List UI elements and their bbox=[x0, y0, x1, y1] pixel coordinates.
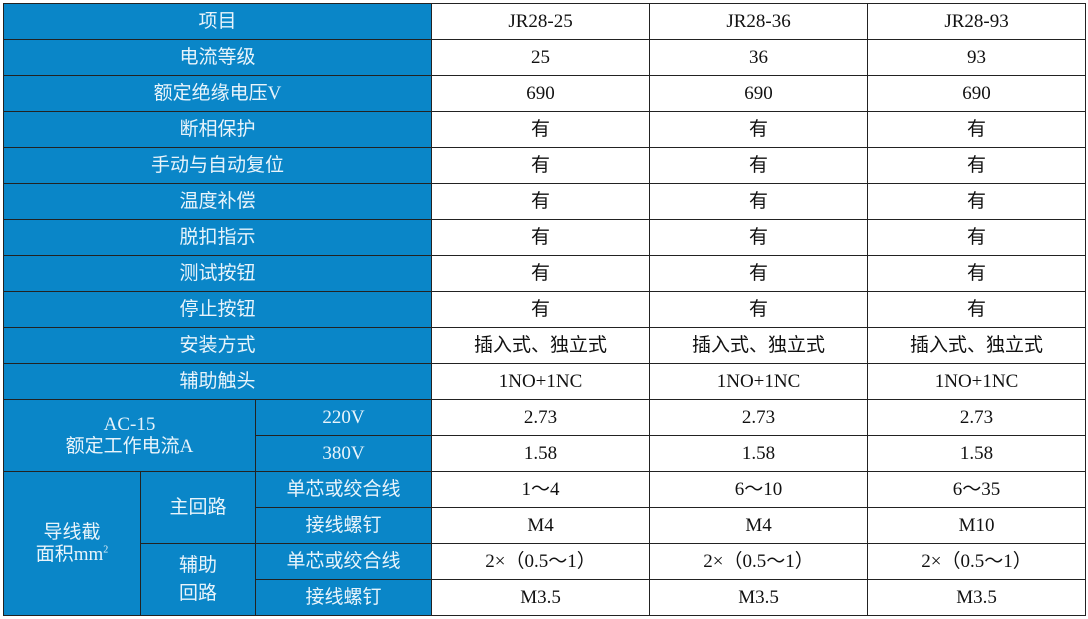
value-cell: 1.58 bbox=[649, 435, 869, 472]
aux-line1: 辅助 bbox=[178, 554, 217, 576]
value-cell: M3.5 bbox=[649, 579, 869, 616]
header-model: JR28-93 bbox=[867, 3, 1087, 40]
value-cell: 插入式、独立式 bbox=[649, 327, 869, 364]
value-cell: 2×（0.5～1） bbox=[649, 543, 869, 580]
value-cell: 有 bbox=[431, 219, 651, 256]
table-row: 测试按钮有有有 bbox=[2, 255, 1087, 292]
table-row: 脱扣指示有有有 bbox=[2, 219, 1087, 256]
value-cell: M10 bbox=[867, 507, 1087, 544]
table-row: 接线螺钉 M4 M4 M10 bbox=[4, 507, 1087, 544]
value-cell: 有 bbox=[431, 111, 651, 148]
table-row: 手动与自动复位有有有 bbox=[2, 147, 1087, 184]
table-row: 导线截 面积mm2 主回路 单芯或绞合线 1～4 6～10 6～35 bbox=[3, 471, 1087, 616]
value-cell: 有 bbox=[649, 255, 869, 292]
value-cell: M3.5 bbox=[431, 579, 651, 616]
row-label: 手动与自动复位 bbox=[2, 147, 433, 184]
ac15-label: AC-15 额定工作电流A bbox=[3, 399, 256, 472]
value-cell: 2×（0.5～1） bbox=[431, 543, 651, 580]
table-row: 额定绝缘电压V 690 690 690 bbox=[2, 75, 1087, 112]
value-cell: 2×（0.5～1） bbox=[867, 543, 1087, 580]
header-model: JR28-25 bbox=[431, 3, 651, 40]
header-row: 项目 JR28-25 JR28-36 JR28-93 bbox=[2, 3, 1087, 40]
value-cell: 1.58 bbox=[431, 435, 651, 472]
wire-type-label: 单芯或绞合线 bbox=[254, 543, 433, 580]
value-cell: 有 bbox=[867, 255, 1087, 292]
wire-line2: 面积mm bbox=[35, 543, 104, 565]
value-cell: 36 bbox=[649, 39, 869, 76]
row-label: 停止按钮 bbox=[2, 291, 433, 328]
value-cell: 690 bbox=[431, 75, 651, 112]
row-label: 额定绝缘电压V bbox=[2, 75, 433, 112]
value-cell: 有 bbox=[431, 255, 651, 292]
value-cell: 690 bbox=[867, 75, 1087, 112]
voltage-label: 220V bbox=[254, 399, 433, 436]
value-cell: 有 bbox=[431, 183, 651, 220]
row-label: 脱扣指示 bbox=[2, 219, 433, 256]
value-cell: 有 bbox=[649, 183, 869, 220]
row-label: 温度补偿 bbox=[2, 183, 433, 220]
table-row: 电流等级 25 36 93 bbox=[2, 39, 1087, 76]
header-item: 项目 bbox=[2, 3, 433, 40]
value-cell: 93 bbox=[867, 39, 1087, 76]
value-cell: 2.73 bbox=[867, 399, 1087, 436]
value-cell: 插入式、独立式 bbox=[867, 327, 1087, 364]
value-cell: 有 bbox=[649, 147, 869, 184]
value-cell: 1.58 bbox=[867, 435, 1087, 472]
row-label: 电流等级 bbox=[2, 39, 433, 76]
value-cell: 有 bbox=[649, 111, 869, 148]
value-cell: M3.5 bbox=[867, 579, 1087, 616]
value-cell: 有 bbox=[867, 111, 1087, 148]
value-cell: 690 bbox=[649, 75, 869, 112]
value-cell: 有 bbox=[649, 291, 869, 328]
value-cell: 1NO+1NC bbox=[649, 363, 869, 400]
aux-line2: 回路 bbox=[178, 582, 217, 604]
table-row: AC-15 额定工作电流A 220V 2.73 2.73 2.73 bbox=[3, 399, 1087, 472]
ac15-line1: AC-15 bbox=[103, 413, 156, 435]
aux-circuit-label: 辅助 回路 bbox=[140, 543, 256, 616]
value-cell: M4 bbox=[649, 507, 869, 544]
value-cell: 2.73 bbox=[649, 399, 869, 436]
value-cell: 1～4 bbox=[431, 471, 651, 508]
table-row: 断相保护有有有 bbox=[2, 111, 1087, 148]
value-cell: 插入式、独立式 bbox=[431, 327, 651, 364]
main-label: 主回路 bbox=[169, 496, 227, 518]
ac15-line2: 额定工作电流A bbox=[65, 435, 194, 457]
voltage-label: 380V bbox=[254, 435, 433, 472]
value-cell: 6～35 bbox=[867, 471, 1087, 508]
value-cell: 有 bbox=[867, 219, 1087, 256]
header-model: JR28-36 bbox=[649, 3, 869, 40]
value-cell: 6～10 bbox=[649, 471, 869, 508]
value-cell: 有 bbox=[431, 291, 651, 328]
row-label: 辅助触头 bbox=[2, 363, 433, 400]
value-cell: 有 bbox=[649, 219, 869, 256]
wire-type-label: 接线螺钉 bbox=[254, 507, 433, 544]
main-circuit-label: 主回路 bbox=[140, 471, 256, 544]
table-row: 温度补偿有有有 bbox=[2, 183, 1087, 220]
table-row: 安装方式 插入式、独立式 插入式、独立式 插入式、独立式 bbox=[2, 327, 1087, 364]
table-row: 380V 1.58 1.58 1.58 bbox=[4, 435, 1087, 472]
spec-table: 项目 JR28-25 JR28-36 JR28-93 电流等级 25 36 93 额定绝… bbox=[2, 3, 1087, 616]
value-cell: 有 bbox=[867, 147, 1087, 184]
value-cell: 2.73 bbox=[431, 399, 651, 436]
table-row: 停止按钮有有有 bbox=[2, 291, 1087, 328]
row-label: 测试按钮 bbox=[2, 255, 433, 292]
value-cell: 1NO+1NC bbox=[431, 363, 651, 400]
row-label: 断相保护 bbox=[2, 111, 433, 148]
wire-line1: 导线截 bbox=[43, 521, 101, 543]
wire-sup: 2 bbox=[103, 544, 109, 556]
value-cell: 1NO+1NC bbox=[867, 363, 1087, 400]
wire-type-label: 接线螺钉 bbox=[254, 579, 433, 616]
value-cell: M4 bbox=[431, 507, 651, 544]
value-cell: 25 bbox=[431, 39, 651, 76]
table-row: 辅助触头 1NO+1NC 1NO+1NC 1NO+1NC bbox=[2, 363, 1087, 400]
wire-section-label: 导线截 面积mm2 bbox=[3, 471, 141, 616]
row-label: 安装方式 bbox=[2, 327, 433, 364]
value-cell: 有 bbox=[867, 183, 1087, 220]
value-cell: 有 bbox=[431, 147, 651, 184]
value-cell: 有 bbox=[867, 291, 1087, 328]
table-row: 接线螺钉 M3.5 M3.5 M3.5 bbox=[4, 579, 1087, 616]
table-row: 辅助 回路 单芯或绞合线 2×（0.5～1） 2×（0.5～1） 2×（0.5～1） bbox=[4, 543, 1087, 616]
wire-type-label: 单芯或绞合线 bbox=[254, 471, 433, 508]
